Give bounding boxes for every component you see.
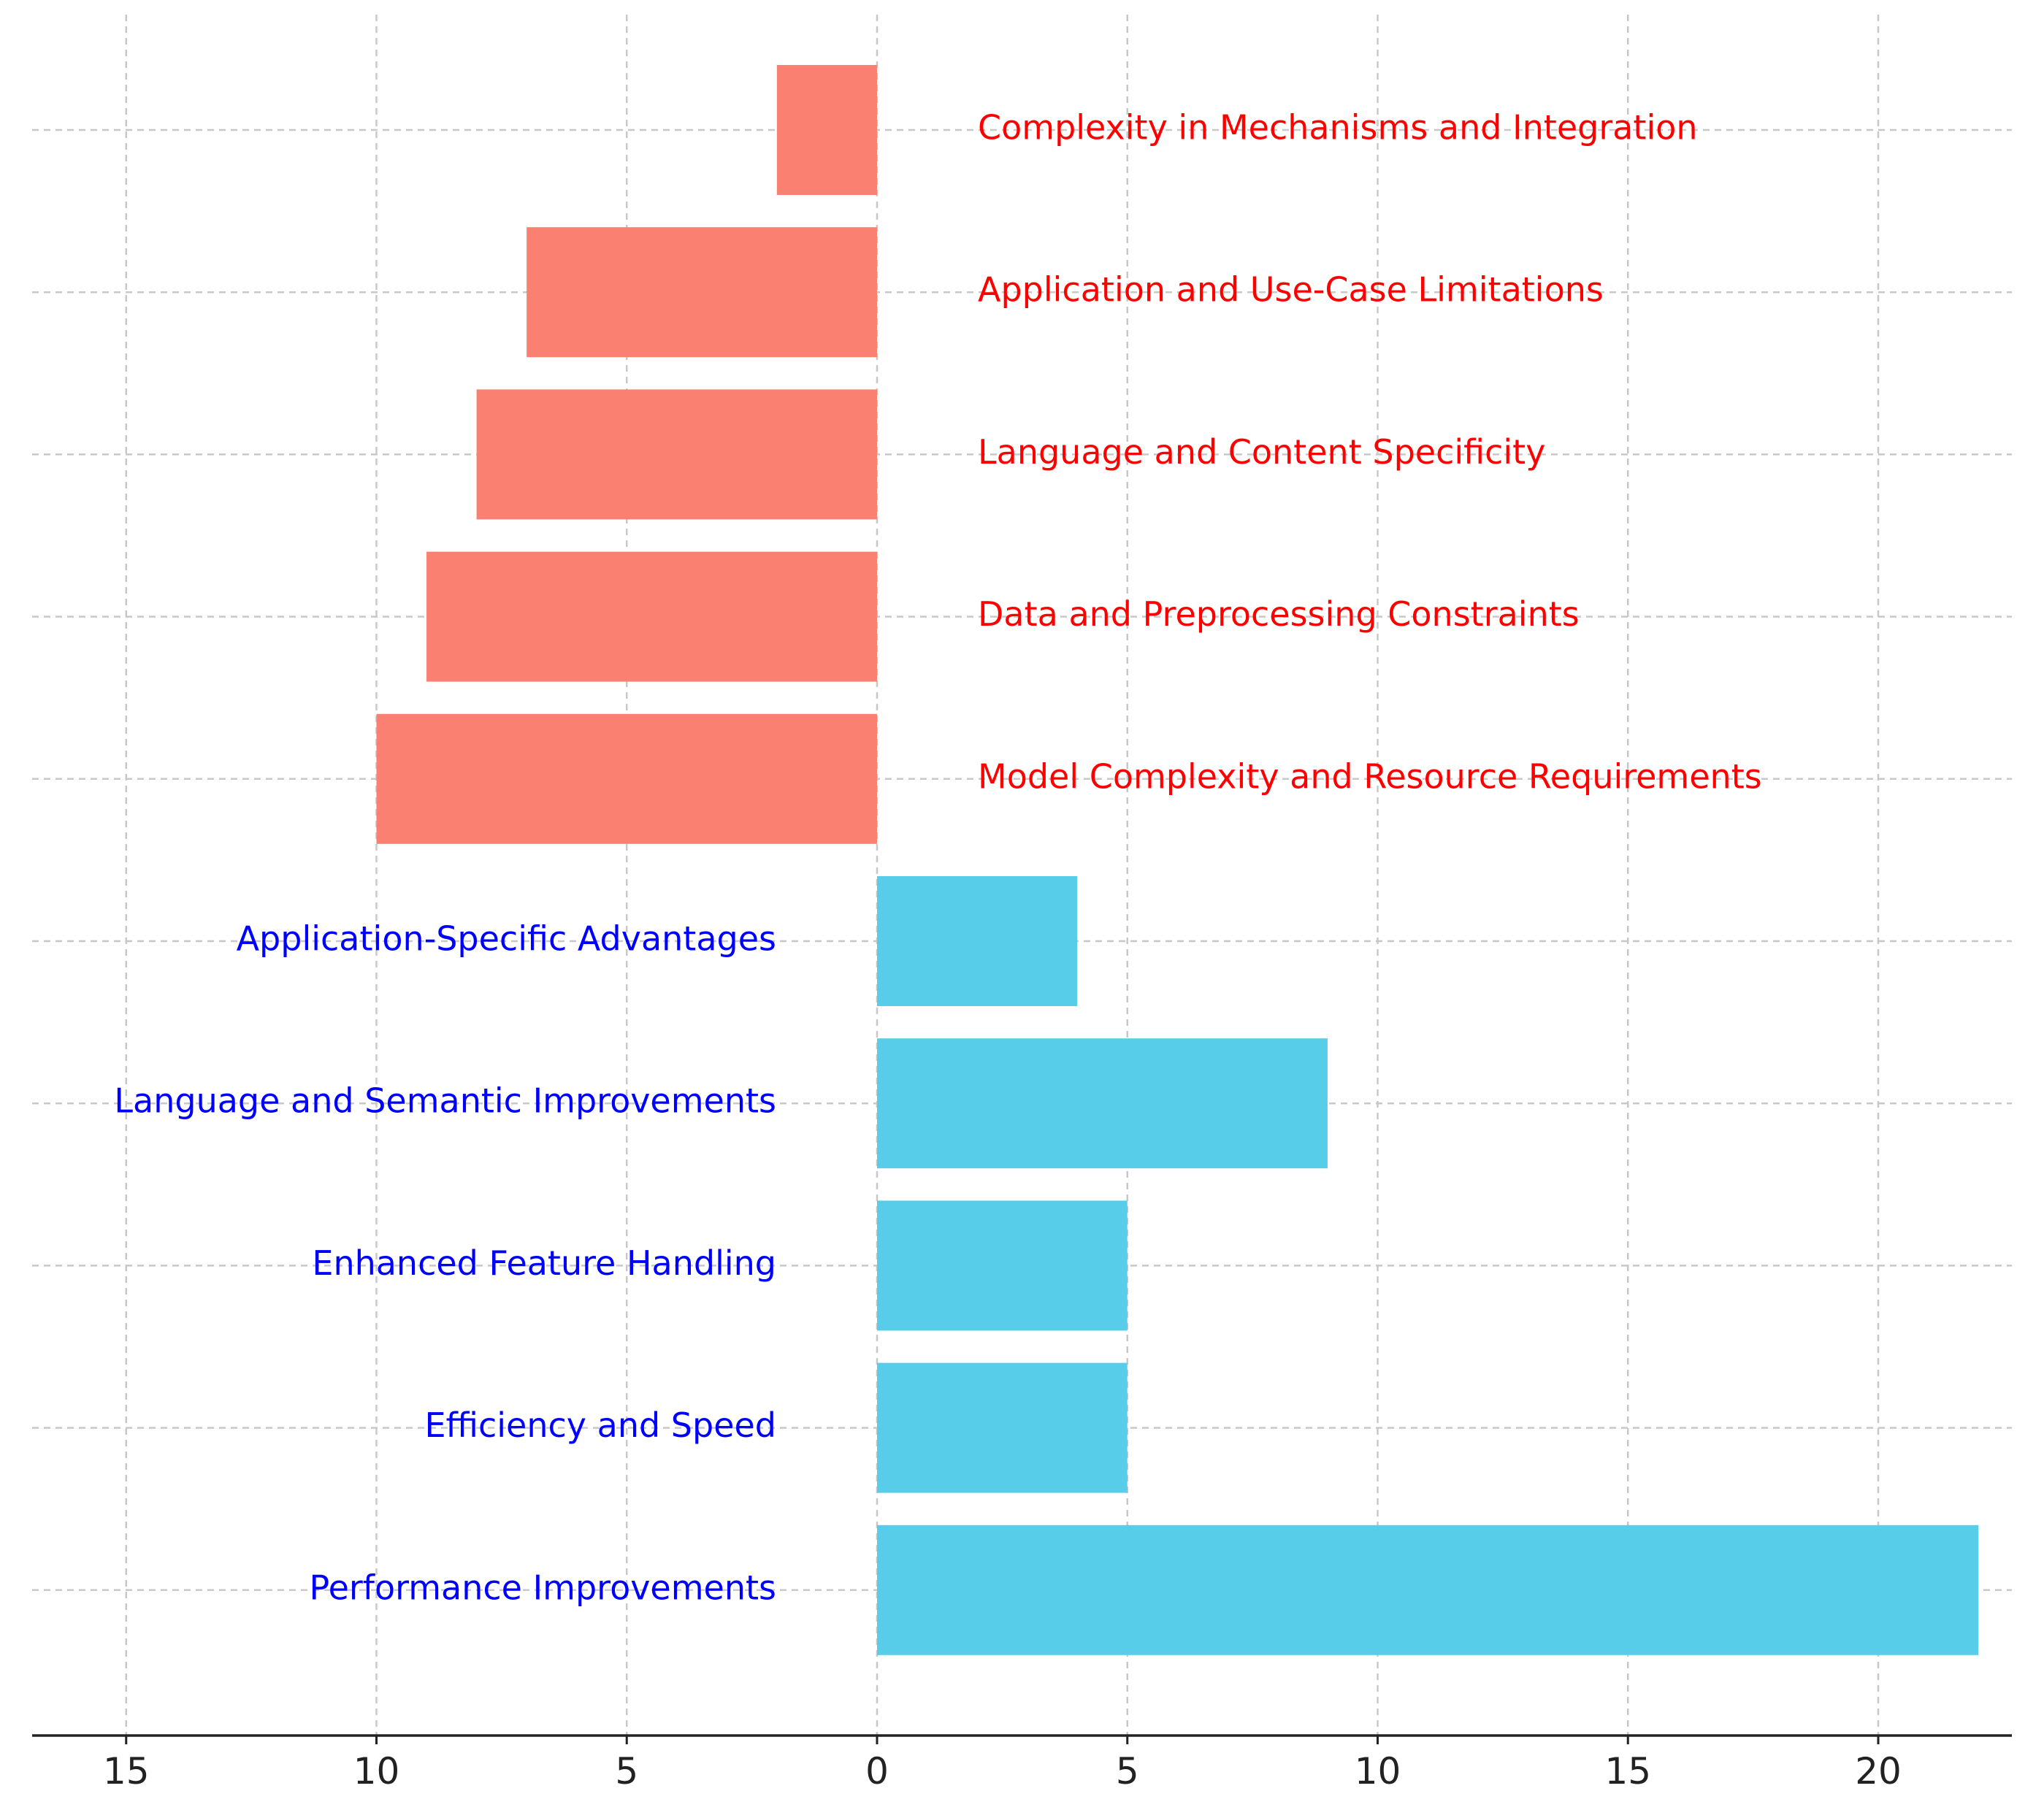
bar — [776, 65, 877, 195]
bar — [476, 389, 877, 520]
bar-label: Application and Use-Case Limitations — [978, 270, 1604, 310]
bar-label: Complexity in Mechanisms and Integration — [978, 108, 1698, 147]
bar-label: Language and Semantic Improvements — [114, 1081, 776, 1121]
bar-labels: Complexity in Mechanisms and Integration… — [114, 108, 1761, 1608]
bar — [877, 876, 1078, 1006]
x-tick-label: 15 — [1604, 1750, 1651, 1792]
x-tick-label: 20 — [1855, 1750, 1902, 1792]
bar — [877, 1525, 1979, 1655]
bar-label: Language and Content Specificity — [978, 432, 1545, 472]
x-tick-label: 5 — [1116, 1750, 1139, 1792]
bar-label: Enhanced Feature Handling — [312, 1243, 776, 1283]
bars — [376, 65, 1979, 1655]
x-tick-label: 5 — [615, 1750, 638, 1792]
bar-label: Model Complexity and Resource Requiremen… — [978, 756, 1762, 796]
bar — [376, 713, 877, 844]
bar — [877, 1038, 1328, 1169]
bar — [877, 1362, 1128, 1493]
x-tick-label: 15 — [103, 1750, 150, 1792]
x-tick-label: 10 — [1355, 1750, 1401, 1792]
bar-label: Efficiency and Speed — [424, 1406, 776, 1445]
bar-label: Application-Specific Advantages — [237, 919, 776, 959]
bar-label: Data and Preprocessing Constraints — [978, 594, 1580, 634]
x-axis: 15 10 5 0 5 10 15 20 — [32, 1734, 2012, 1792]
bar-label: Performance Improvements — [309, 1568, 776, 1607]
x-tick-label: 10 — [353, 1750, 400, 1792]
bar — [426, 551, 877, 682]
x-tick-label: 0 — [865, 1750, 889, 1792]
bar — [527, 227, 877, 358]
bar — [877, 1200, 1128, 1331]
